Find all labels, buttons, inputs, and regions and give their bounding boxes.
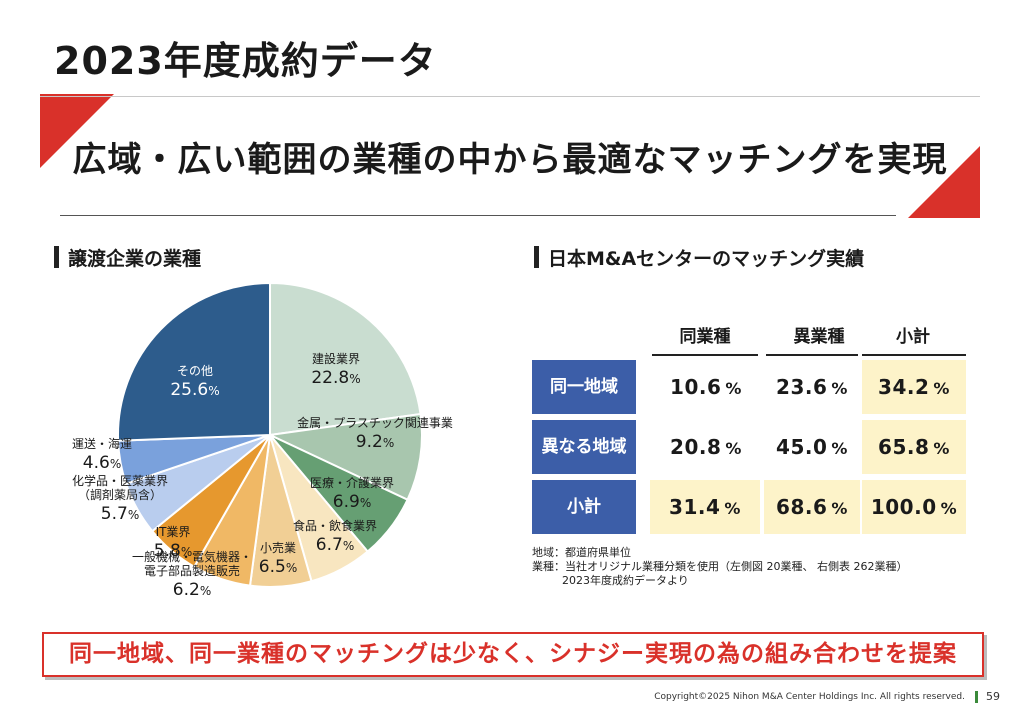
accent-triangle-right	[908, 146, 980, 218]
table-notes: 地域：都道府県単位 業種：当社オリジナル業種分類を使用（左側図 20業種、 右側…	[532, 546, 907, 588]
col-header-same-industry: 同業種	[679, 327, 731, 347]
footer-divider	[975, 690, 978, 703]
pie-slice	[266, 412, 423, 502]
footer: Copyright©2025 Nihon M&A Center Holdings…	[654, 690, 1000, 703]
table-cell: 23.6%	[776, 375, 848, 399]
pie-slice-label: 化学品・医薬業界（調剤薬局含） 5.7%	[72, 473, 168, 524]
pie-slice-label: 医療・介護業界 6.9%	[310, 475, 394, 512]
table-cell: 100.0%	[862, 480, 966, 534]
note-line: 2023年度成約データより	[562, 574, 689, 587]
col-underline	[862, 354, 966, 356]
pie-slice-label: 運送・海運 4.6%	[72, 436, 132, 473]
row-header-different-region: 異なる地域	[532, 420, 636, 474]
col-underline	[652, 354, 758, 356]
note-line: 地域：都道府県単位	[532, 546, 631, 559]
pie-slice-label: その他 25.6%	[170, 364, 219, 400]
pie-slice	[117, 281, 271, 442]
col-header-different-industry: 異業種	[793, 327, 845, 347]
pie-slice	[269, 281, 422, 437]
pie-slice-label: 食品・飲食業界 6.7%	[293, 518, 377, 555]
pie-slice-label: 一般機械・電気機器・電子部品製造販売 6.2%	[132, 549, 252, 600]
row-header-subtotal: 小計	[532, 480, 636, 534]
page-subtitle: 広域・広い範囲の業種の中から最適なマッチングを実現	[72, 140, 948, 180]
header-divider	[40, 96, 980, 97]
page-title: 2023年度成約データ	[54, 39, 437, 83]
pie-slice-label: 金属・プラスチック関連事業 9.2%	[297, 415, 453, 452]
industry-pie-chart: 建設業界 22.8% 金属・プラスチック関連事業 9.2% 医療・介護業界 6.9% 食品・…	[72, 281, 453, 600]
col-underline	[766, 354, 858, 356]
table-section-title: 日本M&Aセンターのマッチング実績	[534, 244, 864, 271]
pie-slice-label: 小売業 6.5%	[259, 540, 297, 577]
conclusion-banner: 同一地域、同一業種のマッチングは少なく、シナジー実現の為の組み合わせを提案	[42, 632, 984, 677]
row-header-same-region: 同一地域	[532, 360, 636, 414]
table-cell: 10.6%	[670, 375, 742, 399]
table-cell: 68.6%	[764, 480, 860, 534]
subtitle-rule	[60, 215, 896, 216]
col-header-subtotal: 小計	[896, 327, 930, 347]
pie-slice-label: 建設業界 22.8%	[311, 351, 360, 388]
pie-slice-label: IT業界 5.8%	[154, 525, 192, 561]
table-cell: 20.8%	[670, 435, 742, 459]
table-cell: 45.0%	[776, 435, 848, 459]
pie-section-title: 譲渡企業の業種	[54, 244, 201, 271]
table-cell: 65.8%	[862, 420, 966, 474]
table-cell: 34.2%	[862, 360, 966, 414]
table-cell: 31.4%	[650, 480, 760, 534]
accent-triangle-left	[40, 94, 114, 168]
note-line: 業種：当社オリジナル業種分類を使用（左側図 20業種、 右側表 262業種）	[532, 560, 908, 573]
page-number: 59	[986, 690, 1000, 703]
copyright-text: Copyright©2025 Nihon M&A Center Holdings…	[654, 691, 965, 702]
